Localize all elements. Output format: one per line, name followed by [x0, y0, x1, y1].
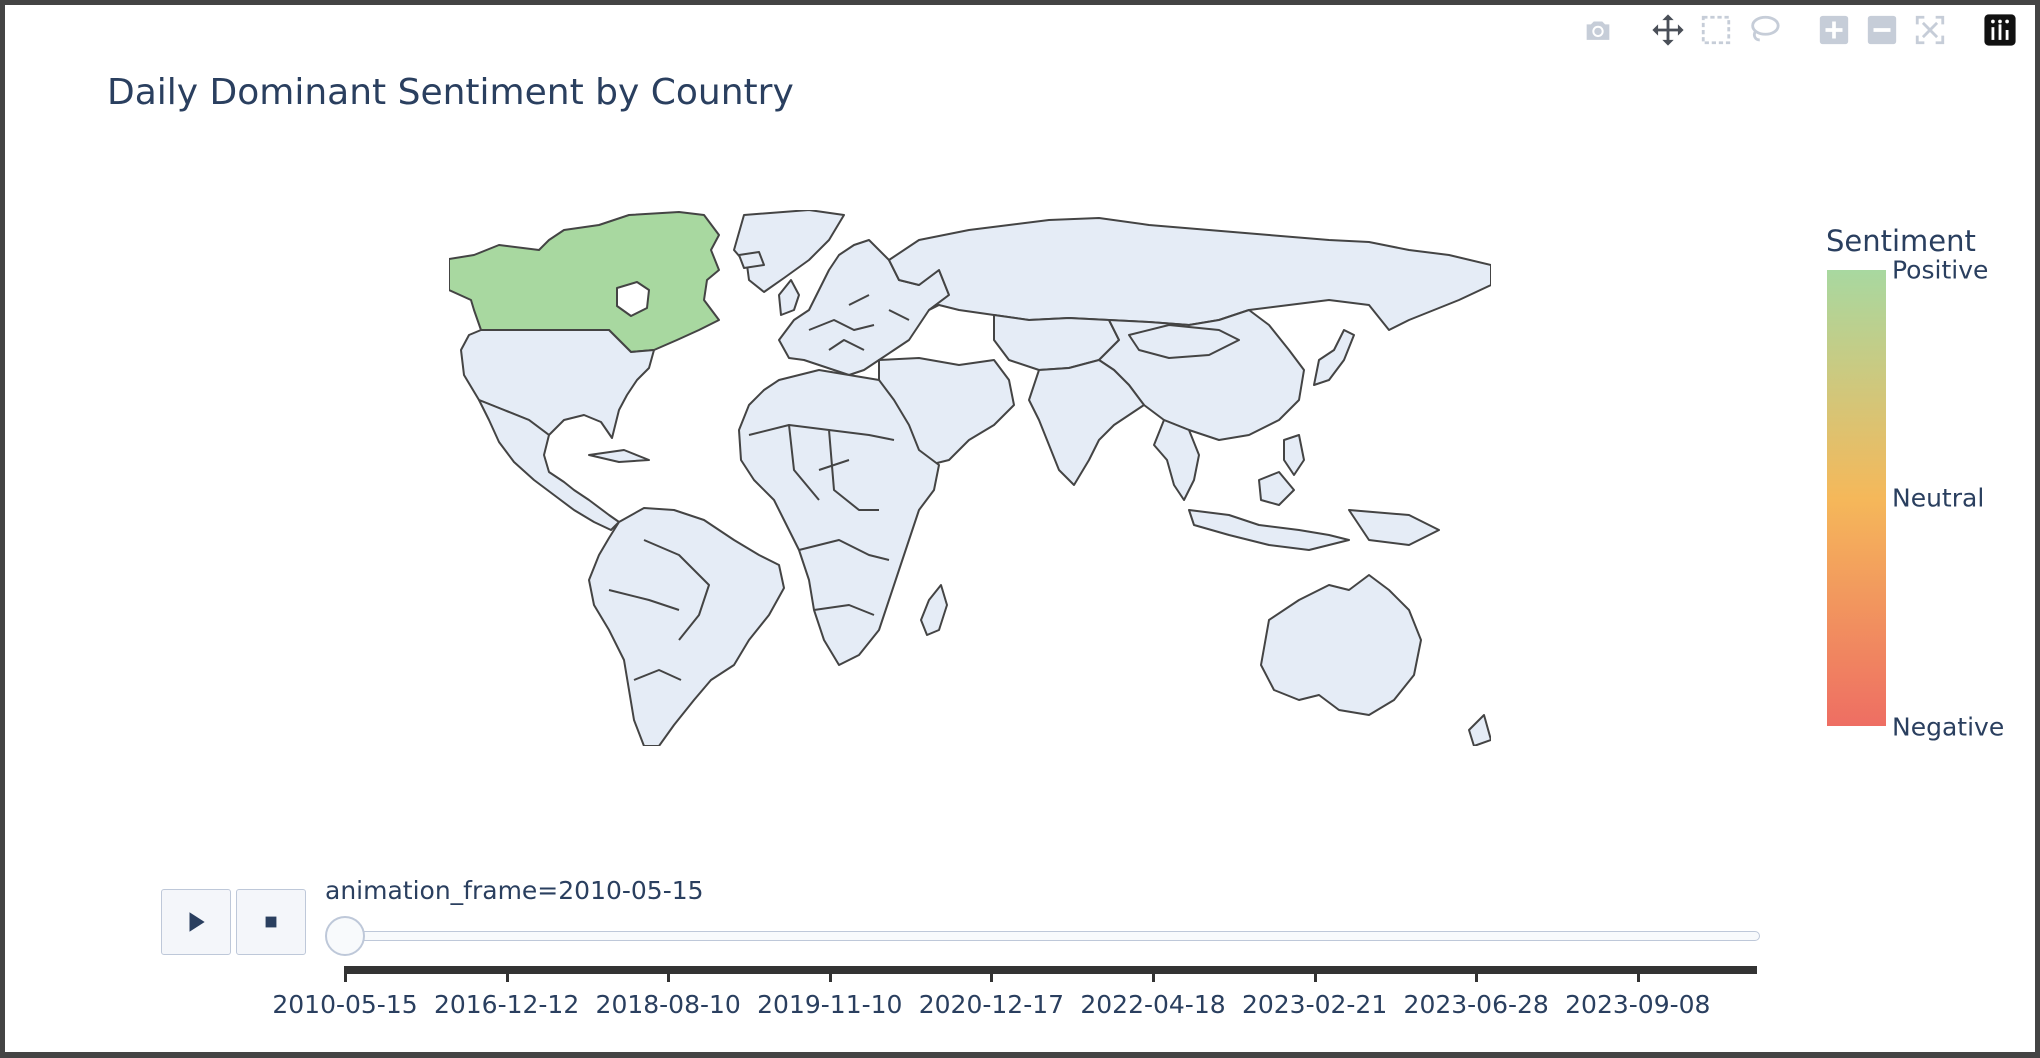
slider-tick-label[interactable]: 2023-06-28 [1403, 990, 1549, 1019]
slider-tick [828, 966, 832, 982]
stop-icon [265, 916, 277, 928]
country-africa[interactable] [738, 369, 940, 666]
slider-tick [1313, 966, 1317, 982]
colorbar-label-neutral: Neutral [1892, 483, 1985, 513]
modebar [1574, 12, 2024, 48]
colorbar-title: Sentiment [1826, 224, 1976, 258]
reset-icon[interactable] [1906, 12, 1954, 48]
slider-tick [1152, 966, 1155, 982]
country-russia[interactable] [888, 217, 1491, 331]
zoom-in-icon[interactable] [1810, 12, 1858, 48]
country-brazil-southamerica[interactable] [588, 507, 785, 746]
country-usa[interactable] [460, 329, 655, 439]
slider-tick-label[interactable]: 2023-09-08 [1565, 990, 1711, 1019]
colorbar-label-negative: Negative [1892, 712, 2005, 742]
play-button[interactable] [161, 889, 231, 955]
slider-tick-label[interactable]: 2020-12-17 [918, 990, 1065, 1019]
stop-button[interactable] [236, 889, 306, 955]
slider-tick-label[interactable]: 2023-02-21 [1241, 990, 1388, 1019]
camera-icon[interactable] [1574, 12, 1622, 48]
slider-tick-label[interactable]: 2019-11-10 [757, 990, 903, 1019]
slider-tick [667, 966, 671, 982]
slider-rail[interactable] [344, 931, 1760, 941]
lasso-select-icon[interactable] [1740, 12, 1788, 48]
country-mexico[interactable] [478, 399, 620, 531]
world-map[interactable] [449, 210, 1491, 746]
plotly-logo-icon[interactable] [1976, 12, 2024, 48]
slider-tick-label[interactable]: 2016-12-12 [433, 990, 580, 1019]
slider-tick [1475, 966, 1479, 982]
animation-frame-label: animation_frame=2010-05-15 [325, 876, 704, 905]
slider-tick [505, 966, 509, 982]
slider-tick-label[interactable]: 2022-04-18 [1080, 990, 1226, 1019]
slider-tick [1636, 966, 1640, 982]
country-australia[interactable] [1260, 574, 1422, 716]
slider-tick-label[interactable]: 2018-08-10 [595, 990, 741, 1019]
country-india[interactable] [1028, 359, 1145, 486]
zoom-out-icon[interactable] [1858, 12, 1906, 48]
colorbar [1827, 270, 1886, 726]
slider-tick-label[interactable]: 2010-05-15 [272, 990, 418, 1019]
box-select-icon[interactable] [1692, 12, 1740, 48]
slider-tick-bar [344, 966, 1757, 974]
slider-tick [990, 966, 994, 982]
slider-tick [344, 966, 347, 982]
colorbar-label-positive: Positive [1892, 255, 1989, 285]
chart-title: Daily Dominant Sentiment by Country [107, 72, 794, 113]
play-icon [189, 912, 205, 932]
slider-handle[interactable] [325, 916, 365, 956]
pan-icon[interactable] [1644, 12, 1692, 48]
